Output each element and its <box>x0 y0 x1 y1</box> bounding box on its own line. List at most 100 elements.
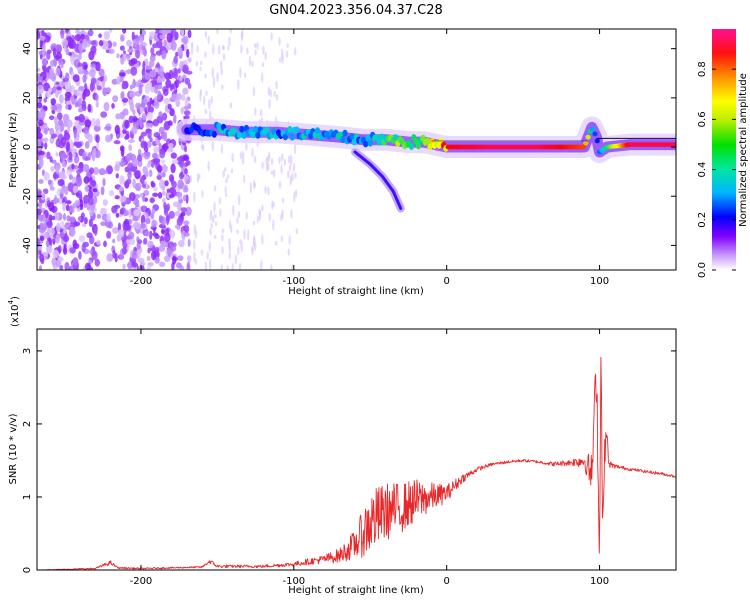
noise-blob <box>46 49 52 54</box>
noise-blob <box>147 130 152 140</box>
noise-blob <box>122 29 127 34</box>
noise-blob <box>169 108 175 117</box>
faint-streak <box>210 96 213 104</box>
noise-blob <box>83 64 88 70</box>
faint-streak <box>218 197 222 205</box>
faint-streak <box>209 258 212 270</box>
noise-blob <box>47 179 52 185</box>
faint-streak <box>209 209 212 222</box>
faint-streak <box>224 186 227 194</box>
noise-blob <box>68 151 73 161</box>
noise-blob <box>143 237 148 245</box>
noise-blob <box>103 101 110 112</box>
noise-blob <box>158 215 163 223</box>
noise-blob <box>162 198 166 203</box>
faint-streak <box>280 163 283 175</box>
faint-streak <box>288 165 292 171</box>
noise-blob <box>143 48 148 57</box>
noise-blob <box>139 122 143 128</box>
faint-streak <box>199 61 203 66</box>
faint-streak <box>294 47 297 56</box>
faint-streak <box>261 62 265 68</box>
noise-blob <box>166 188 171 194</box>
noise-blob <box>159 72 165 78</box>
noise-blob <box>163 39 168 47</box>
faint-streak <box>243 174 246 184</box>
faint-streak <box>206 251 209 261</box>
faint-streak <box>211 67 214 79</box>
noise-blob <box>95 101 100 108</box>
faint-streak <box>209 227 212 236</box>
noise-blob <box>72 257 78 266</box>
noise-blob <box>121 82 125 90</box>
faint-streak <box>234 254 238 265</box>
faint-streak <box>254 49 257 56</box>
noise-blob <box>57 256 64 263</box>
noise-blob <box>153 186 158 191</box>
noise-blob <box>95 94 99 102</box>
faint-streak <box>275 240 278 246</box>
noise-blob <box>98 68 105 77</box>
faint-streak <box>224 167 227 172</box>
faint-streak <box>205 90 208 96</box>
noise-blob <box>42 188 49 194</box>
noise-blob <box>65 119 73 129</box>
noise-blob <box>170 40 177 51</box>
noise-blob <box>108 190 115 197</box>
noise-blob <box>84 119 92 128</box>
noise-blob <box>82 164 90 172</box>
noise-blob <box>176 217 183 227</box>
faint-streak <box>207 160 210 172</box>
noise-blob <box>140 265 145 270</box>
noise-blob <box>183 145 188 153</box>
noise-blob <box>91 250 98 261</box>
noise-blob <box>37 132 43 140</box>
noise-blob <box>180 107 184 115</box>
ridge-cell <box>367 139 373 147</box>
noise-blob <box>102 169 108 175</box>
faint-streak <box>270 157 274 165</box>
noise-blob <box>156 164 163 173</box>
noise-blob <box>146 161 151 168</box>
noise-blob <box>44 142 48 150</box>
noise-blob <box>89 167 95 175</box>
noise-blob <box>39 235 45 241</box>
ridge-cell <box>314 127 321 134</box>
noise-blob <box>96 213 102 219</box>
faint-streak <box>293 144 297 155</box>
noise-blob <box>104 125 111 131</box>
noise-blob <box>81 104 87 112</box>
noise-blob <box>60 61 64 69</box>
ridge-cell <box>239 125 245 133</box>
faint-streak <box>221 233 224 242</box>
noise-blob <box>139 192 144 198</box>
noise-blob <box>159 149 166 159</box>
noise-blob <box>83 176 90 184</box>
faint-streak <box>258 210 262 221</box>
faint-streak <box>212 76 216 88</box>
colorbar-tick-label: 0.0 <box>697 262 708 278</box>
noise-blob <box>97 76 105 81</box>
noise-blob <box>69 39 77 49</box>
noise-blob <box>163 131 168 142</box>
snr-y-multiplier-close: ) <box>10 296 21 300</box>
noise-blob <box>111 103 115 109</box>
noise-blob <box>90 45 97 54</box>
colorbar-tick-label: 0.2 <box>697 212 708 228</box>
noise-blob <box>149 122 153 128</box>
noise-blob <box>40 223 48 231</box>
noise-blob <box>87 103 92 113</box>
snr-x-label: Height of straight line (km) <box>288 585 424 596</box>
faint-streak <box>239 151 243 160</box>
noise-blob <box>56 222 61 233</box>
faint-streak <box>275 94 279 101</box>
y-tick-label: 1 <box>22 494 33 500</box>
faint-streak <box>245 211 248 220</box>
faint-streak <box>295 228 298 235</box>
noise-blob <box>178 159 185 168</box>
faint-streak <box>273 90 276 98</box>
noise-blob <box>73 141 79 147</box>
faint-streak <box>214 234 217 239</box>
noise-blob <box>143 230 151 237</box>
noise-blob <box>84 185 90 193</box>
